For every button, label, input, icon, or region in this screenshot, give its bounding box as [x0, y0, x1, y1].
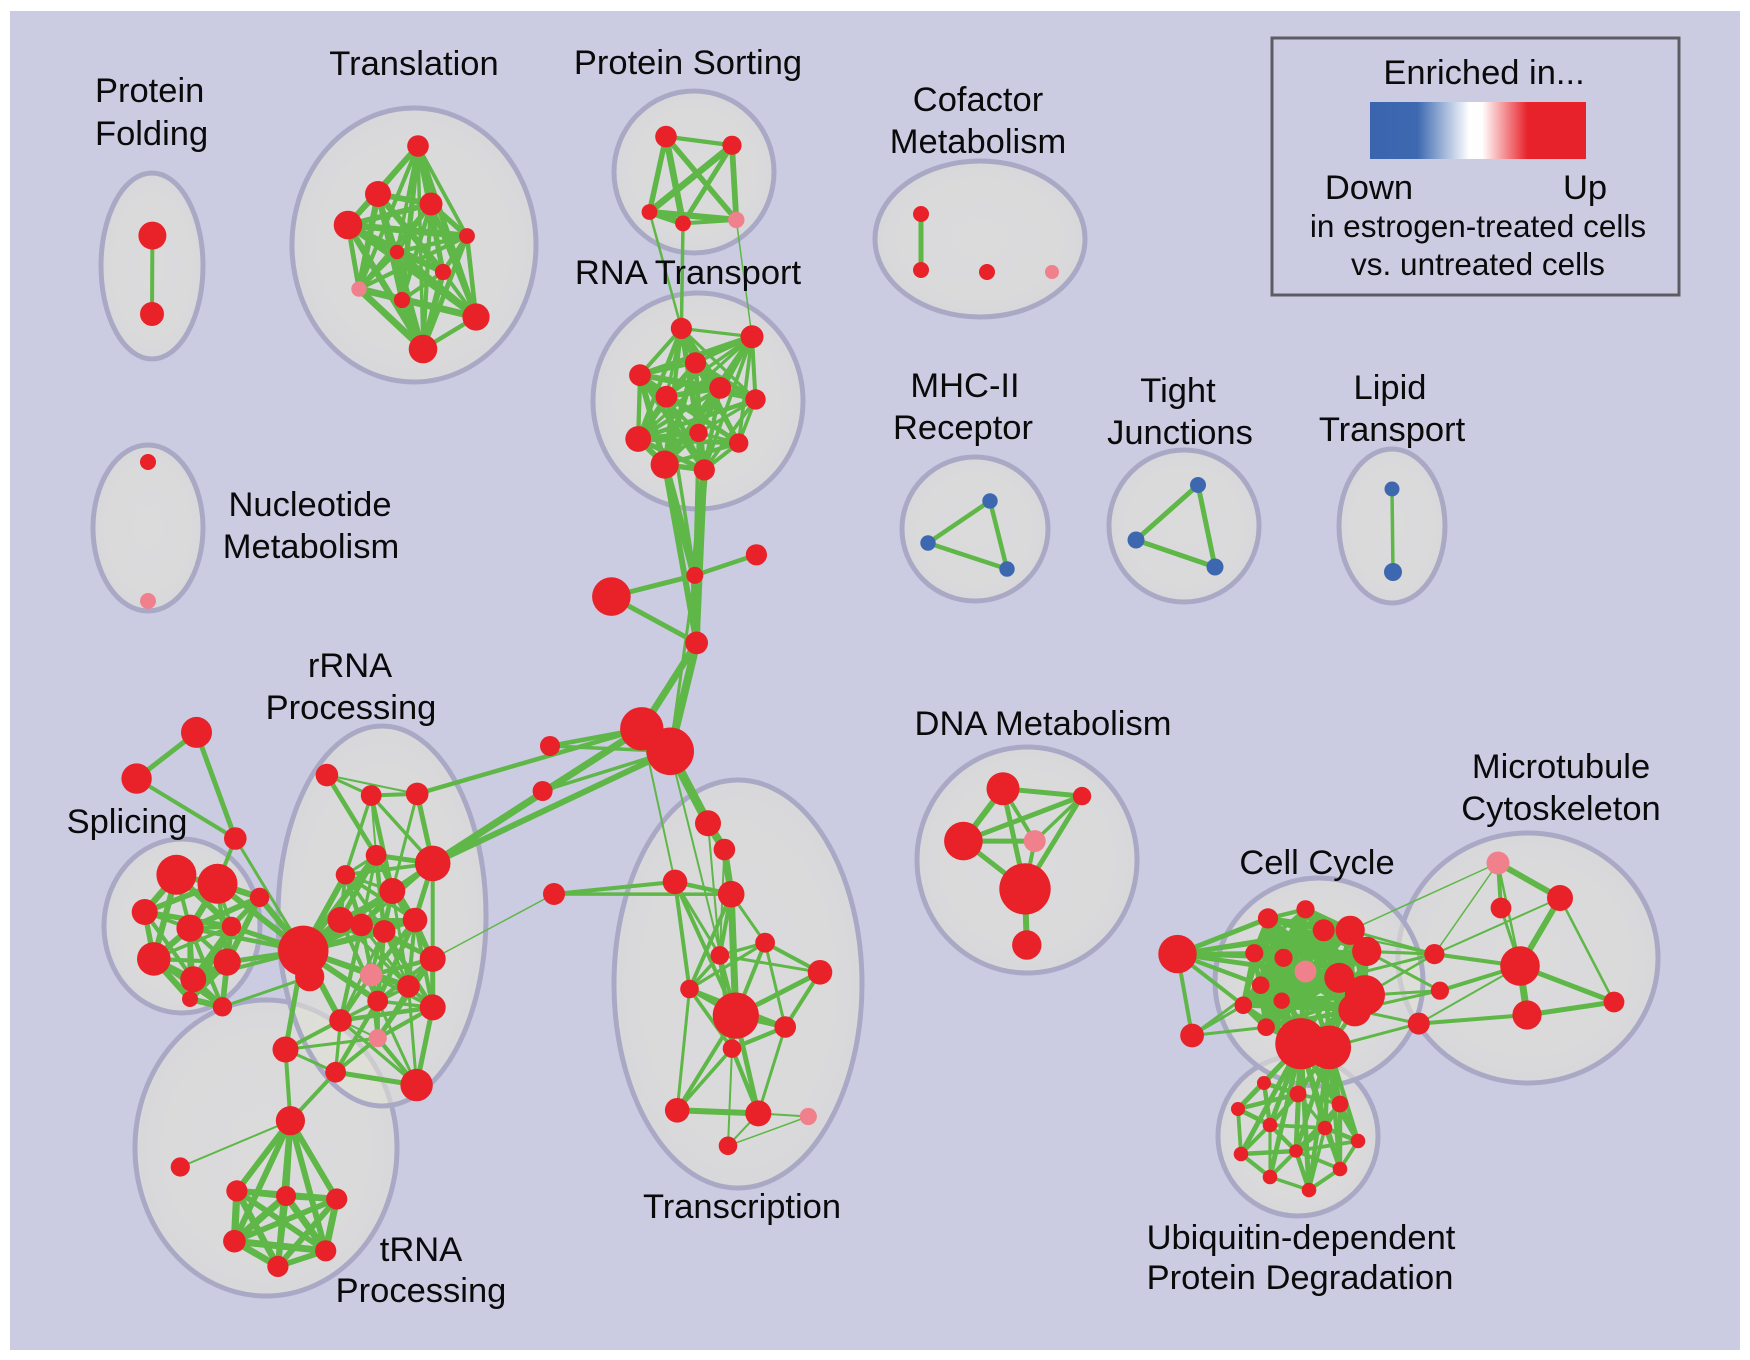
svg-text:Enriched in...: Enriched in...: [1383, 54, 1584, 92]
svg-text:Splicing: Splicing: [67, 803, 188, 841]
svg-text:Cofactor: Cofactor: [913, 81, 1043, 119]
svg-text:Lipid: Lipid: [1354, 369, 1427, 407]
svg-text:DNA Metabolism: DNA Metabolism: [915, 705, 1172, 743]
svg-text:RNA Transport: RNA Transport: [575, 254, 802, 292]
svg-text:Cell Cycle: Cell Cycle: [1239, 844, 1394, 882]
svg-text:Microtubule: Microtubule: [1472, 748, 1650, 786]
svg-text:tRNA: tRNA: [380, 1231, 462, 1269]
svg-text:Cytoskeleton: Cytoskeleton: [1461, 790, 1660, 828]
svg-text:MHC-II: MHC-II: [910, 367, 1019, 405]
svg-text:Folding: Folding: [95, 115, 208, 153]
svg-text:Transport: Transport: [1319, 411, 1466, 449]
svg-text:Protein: Protein: [95, 72, 204, 110]
svg-text:Ubiquitin-dependent: Ubiquitin-dependent: [1147, 1219, 1456, 1257]
svg-text:in estrogen-treated cells: in estrogen-treated cells: [1310, 208, 1646, 244]
svg-text:Transcription: Transcription: [643, 1188, 841, 1226]
svg-text:Translation: Translation: [329, 45, 498, 83]
svg-text:Metabolism: Metabolism: [890, 123, 1066, 161]
svg-text:vs. untreated cells: vs. untreated cells: [1351, 246, 1605, 282]
svg-text:Down: Down: [1325, 169, 1413, 207]
svg-text:Tight: Tight: [1140, 372, 1216, 410]
svg-text:Receptor: Receptor: [893, 409, 1033, 447]
svg-text:Metabolism: Metabolism: [223, 528, 399, 566]
svg-text:Processing: Processing: [336, 1272, 507, 1310]
svg-text:Junctions: Junctions: [1107, 414, 1253, 452]
svg-text:Protein Sorting: Protein Sorting: [574, 44, 802, 82]
svg-text:Protein Degradation: Protein Degradation: [1147, 1259, 1454, 1297]
svg-text:Up: Up: [1563, 169, 1607, 207]
svg-text:Nucleotide: Nucleotide: [228, 486, 391, 524]
svg-text:Processing: Processing: [266, 689, 437, 727]
svg-text:rRNA: rRNA: [308, 647, 392, 685]
